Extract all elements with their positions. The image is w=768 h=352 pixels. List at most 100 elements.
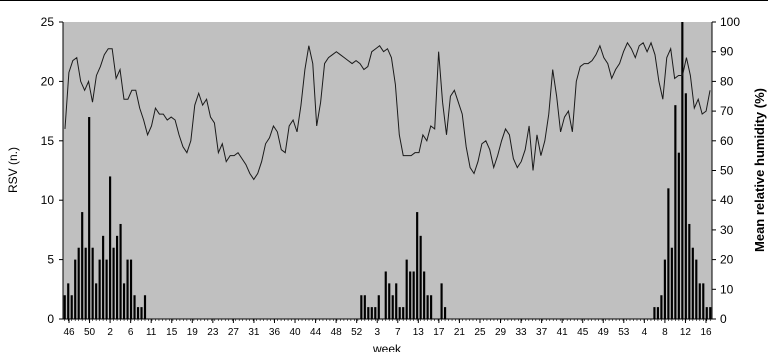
rsv-bar — [419, 235, 422, 319]
rsv-bar — [67, 283, 70, 319]
x-tick-label: 2 — [107, 327, 113, 338]
x-tick-label: 21 — [454, 327, 466, 338]
x-tick-label: 23 — [207, 327, 219, 338]
rsv-bar — [388, 283, 391, 319]
rsv-bar — [363, 295, 366, 319]
rsv-bar — [98, 259, 101, 319]
rsv-bar — [653, 307, 656, 319]
rsv-bar — [674, 105, 677, 319]
rsv-bar — [670, 247, 673, 319]
y-left-tick-label: 25 — [41, 15, 55, 29]
rsv-bar — [377, 295, 380, 319]
rsv-bar — [63, 295, 66, 319]
rsv-bar — [133, 295, 136, 319]
rsv-bar — [129, 259, 133, 319]
rsv-bar — [443, 307, 447, 319]
x-tick-label: 16 — [700, 327, 712, 338]
rsv-bar — [691, 247, 694, 319]
rsv-bar — [656, 307, 659, 319]
plot-area — [63, 22, 712, 319]
y-left-tick-label: 10 — [41, 193, 55, 207]
rsv-bar — [702, 283, 705, 319]
rsv-bars — [63, 22, 712, 319]
y-right-tick-label: 20 — [720, 253, 734, 267]
y-right-tick-label: 30 — [720, 223, 734, 237]
x-tick-label: 6 — [128, 327, 134, 338]
rsv-bar — [416, 212, 419, 319]
x-tick-label: 27 — [228, 327, 240, 338]
rsv-bar — [374, 307, 377, 319]
rsv-bar — [663, 259, 666, 319]
x-tick-label: 45 — [577, 327, 589, 338]
x-tick-label: 19 — [187, 327, 199, 338]
rsv-bar — [367, 307, 370, 319]
rsv-bar — [695, 259, 698, 319]
x-tick-label: 49 — [598, 327, 610, 338]
y-right-tick-label: 100 — [720, 15, 740, 29]
rsv-bar — [405, 259, 408, 319]
x-tick-label: 50 — [84, 327, 96, 338]
rsv-bar — [426, 295, 429, 319]
humidity-line — [64, 41, 711, 181]
x-tick-label: 8 — [662, 327, 668, 338]
rsv-bar — [143, 295, 147, 319]
rsv-bar — [102, 235, 105, 319]
y-axis-right-ticks: 0 10 20 30 40 50 60 70 80 90 100 — [712, 15, 740, 326]
x-tick-label: 31 — [248, 327, 260, 338]
y-right-tick-label: 70 — [720, 104, 734, 118]
x-tick-label: 11 — [146, 327, 157, 338]
rsv-bar — [105, 259, 108, 319]
x-tick-label: 7 — [395, 327, 401, 338]
x-tick-label: 48 — [331, 327, 343, 338]
rsv-bar — [681, 22, 684, 319]
rsv-bar — [705, 307, 708, 319]
rsv-bar — [95, 283, 98, 319]
x-tick-label: 41 — [557, 327, 569, 338]
x-tick-label: 37 — [536, 327, 548, 338]
rsv-bar — [77, 247, 80, 319]
rsv-bar — [684, 93, 687, 319]
x-tick-label: 29 — [495, 327, 507, 338]
y-left-tick-label: 5 — [47, 253, 54, 267]
rsv-bar — [70, 295, 73, 319]
y-right-tick-label: 80 — [720, 74, 734, 88]
x-tick-label: 53 — [618, 327, 630, 338]
rsv-bar — [370, 307, 373, 319]
x-tick-label: 36 — [269, 327, 281, 338]
rsv-bar — [402, 307, 405, 319]
rsv-bar — [440, 283, 443, 319]
rsv-bar — [126, 259, 129, 319]
rsv-bar — [423, 271, 426, 319]
x-axis-ticks: 46 50 2 6 11 15 19 23 27 31 36 40 44 48 52 3 7 13 17 21 25 29… — [63, 319, 712, 338]
rsv-bar — [91, 247, 94, 319]
rsv-bar — [688, 223, 691, 319]
y-right-tick-label: 40 — [720, 193, 734, 207]
rsv-bar — [709, 307, 712, 319]
y-left-tick-label: 0 — [47, 312, 54, 326]
x-tick-label: 40 — [289, 327, 301, 338]
rsv-bar — [667, 188, 670, 319]
y-right-tick-label: 50 — [720, 164, 734, 178]
rsv-bar — [391, 295, 394, 319]
y-left-tick-label: 15 — [41, 134, 55, 148]
rsv-bar — [360, 295, 363, 319]
y-right-tick-label: 90 — [720, 45, 734, 59]
rsv-bar — [698, 283, 701, 319]
rsv-bar — [409, 271, 412, 319]
x-tick-label: 17 — [433, 327, 445, 338]
y-left-tick-label: 20 — [41, 74, 55, 88]
x-tick-label: 15 — [166, 327, 178, 338]
rsv-bar — [122, 283, 126, 319]
rsv-bar — [430, 295, 433, 319]
x-tick-label: 44 — [310, 327, 322, 338]
rsv-bar — [395, 283, 398, 319]
rsv-bar — [81, 212, 84, 319]
rsv-bar — [109, 176, 112, 319]
rsv-bar — [660, 295, 663, 319]
rsv-bar — [112, 247, 115, 319]
x-tick-label: 52 — [351, 327, 363, 338]
rsv-bar — [398, 307, 401, 319]
rsv-bar — [677, 152, 680, 319]
y-axis-left-title: RSV (n.) — [6, 147, 20, 193]
x-tick-label: 3 — [374, 327, 380, 338]
